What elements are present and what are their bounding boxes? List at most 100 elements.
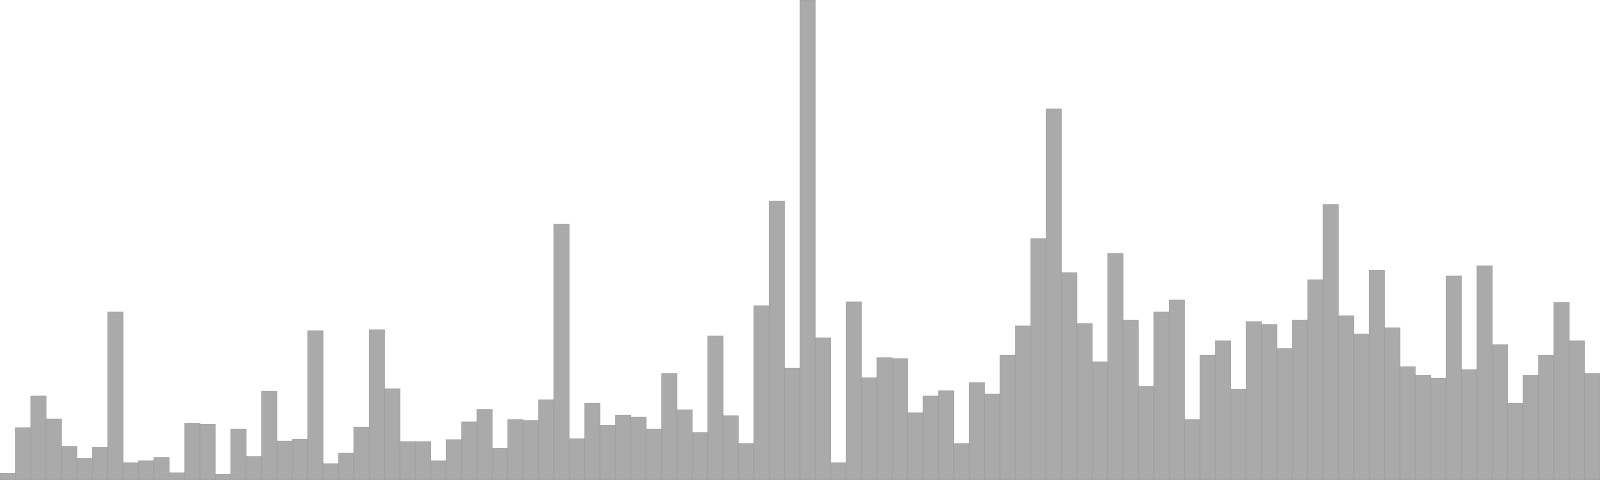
bar-76 xyxy=(1168,299,1185,480)
bar-6 xyxy=(92,447,108,480)
bar-42 xyxy=(645,428,662,480)
bar-90 xyxy=(1384,327,1401,480)
bar-21 xyxy=(322,463,339,480)
bar-17 xyxy=(261,390,278,480)
bar-8 xyxy=(122,462,139,480)
bar-20 xyxy=(307,330,324,480)
bar-78 xyxy=(1199,354,1216,480)
bar-15 xyxy=(230,428,247,480)
bar-93 xyxy=(1430,377,1447,480)
bar-43 xyxy=(661,373,678,480)
bar-34 xyxy=(522,420,539,480)
bar-31 xyxy=(476,409,493,480)
bar-14 xyxy=(215,473,232,480)
bar-12 xyxy=(184,423,201,480)
bar-61 xyxy=(938,390,955,480)
bar-79 xyxy=(1215,340,1232,480)
bar-27 xyxy=(415,441,432,480)
bar-99 xyxy=(1522,375,1539,480)
bar-68 xyxy=(1045,108,1062,480)
bar-91 xyxy=(1399,366,1416,480)
bar-64 xyxy=(984,393,1001,480)
bar-97 xyxy=(1492,344,1508,480)
bar-32 xyxy=(492,448,508,480)
bar-98 xyxy=(1507,402,1524,480)
bar-16 xyxy=(245,456,262,480)
bar-5 xyxy=(76,458,93,480)
bar-83 xyxy=(1276,348,1293,480)
bar-85 xyxy=(1307,279,1324,480)
bar-23 xyxy=(353,426,370,480)
bar-22 xyxy=(338,452,355,480)
bar-54 xyxy=(830,462,847,480)
bar-102 xyxy=(1568,340,1585,480)
bar-4 xyxy=(61,446,78,480)
bar-25 xyxy=(384,388,401,480)
bar-80 xyxy=(1230,389,1247,480)
bar-67 xyxy=(1030,238,1047,480)
bar-57 xyxy=(876,357,893,480)
bar-95 xyxy=(1461,369,1478,480)
bar-9 xyxy=(138,460,155,480)
bar-100 xyxy=(1538,354,1555,480)
bar-60 xyxy=(922,395,939,480)
bar-38 xyxy=(584,402,601,480)
bar-29 xyxy=(445,439,462,480)
bar-26 xyxy=(399,441,416,480)
bar-71 xyxy=(1092,361,1108,480)
bar-62 xyxy=(953,443,970,480)
bar-40 xyxy=(615,414,632,480)
bar-33 xyxy=(507,419,524,480)
bar-69 xyxy=(1061,272,1078,480)
bar-86 xyxy=(1322,204,1339,480)
bar-59 xyxy=(907,412,924,480)
bar-82 xyxy=(1261,324,1278,480)
bar-0 xyxy=(0,473,16,480)
bar-3 xyxy=(45,418,62,480)
bar-30 xyxy=(461,421,478,480)
bar-56 xyxy=(861,377,878,480)
bar-10 xyxy=(153,457,170,480)
bar-94 xyxy=(1445,275,1462,480)
bar-2 xyxy=(30,395,47,480)
bar-81 xyxy=(1245,321,1262,480)
bar-1 xyxy=(15,427,32,480)
bar-63 xyxy=(968,382,985,480)
bar-39 xyxy=(599,425,616,480)
bar-92 xyxy=(1415,375,1432,480)
bar-75 xyxy=(1153,311,1170,480)
bar-72 xyxy=(1107,253,1124,480)
bar-70 xyxy=(1076,323,1093,480)
bar-73 xyxy=(1122,319,1139,480)
bar-103 xyxy=(1584,373,1600,480)
bar-36 xyxy=(553,223,570,480)
bar-58 xyxy=(892,358,908,480)
bar-88 xyxy=(1353,333,1370,480)
bar-7 xyxy=(107,311,124,480)
bar-19 xyxy=(292,438,308,480)
bar-55 xyxy=(845,301,862,480)
bar-50 xyxy=(768,200,785,480)
bar-41 xyxy=(630,416,647,480)
bar-49 xyxy=(753,305,770,480)
bar-84 xyxy=(1292,319,1308,480)
bar-46 xyxy=(707,335,724,480)
bar-24 xyxy=(368,329,385,480)
bar-28 xyxy=(430,460,447,480)
bar-37 xyxy=(568,438,585,480)
bar-89 xyxy=(1368,269,1385,480)
bar-74 xyxy=(1138,386,1155,480)
bar-66 xyxy=(1015,325,1032,480)
bar-77 xyxy=(1184,419,1201,480)
bar-45 xyxy=(692,432,708,480)
bar-48 xyxy=(738,443,755,480)
bar-44 xyxy=(676,409,693,480)
bar-52 xyxy=(799,0,816,480)
bar-96 xyxy=(1476,265,1493,480)
bar-35 xyxy=(538,399,555,480)
bar-87 xyxy=(1338,315,1355,480)
bar-53 xyxy=(815,337,832,480)
bar-13 xyxy=(199,424,216,480)
bar-101 xyxy=(1553,302,1570,480)
